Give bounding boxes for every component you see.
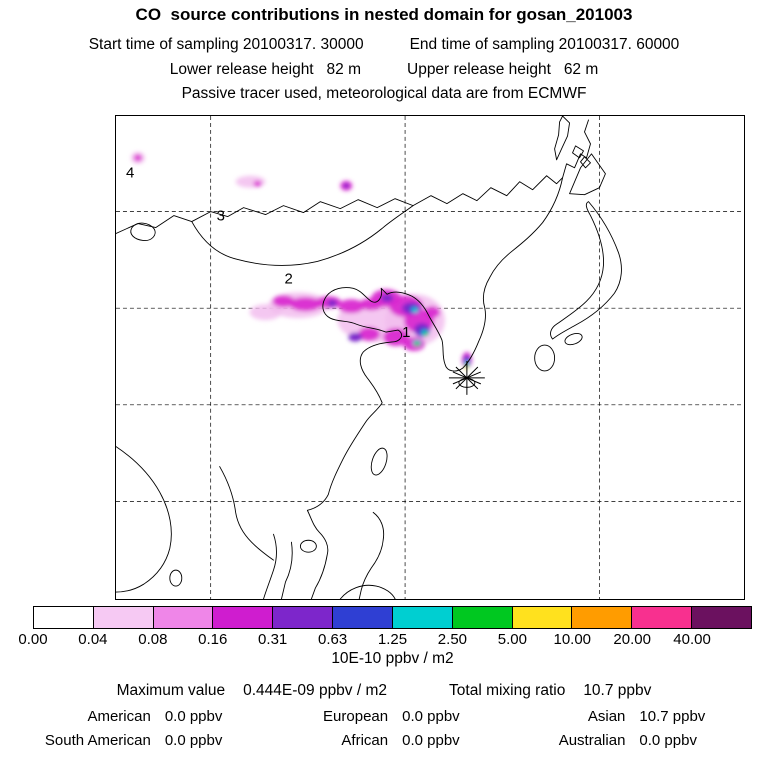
colorbar-segment bbox=[332, 607, 392, 628]
plume-layer bbox=[130, 151, 472, 370]
colorbar-tick-label: 1.25 bbox=[377, 631, 408, 648]
taiwan-island bbox=[370, 447, 388, 476]
colorbar-segment bbox=[511, 607, 572, 628]
small-island-a bbox=[572, 145, 584, 159]
map-cluster-label-2: 2 bbox=[284, 270, 292, 287]
grid-lines bbox=[116, 116, 744, 599]
sampling-end: End time of sampling 20100317. 60000 bbox=[409, 36, 680, 53]
colorbar-segment bbox=[571, 607, 632, 628]
map-cluster-label-1: 1 bbox=[402, 324, 410, 341]
region-cell-australian: Australian 0.0 ppbv bbox=[503, 732, 740, 749]
total-mixing-ratio-label: Total mixing ratio bbox=[449, 682, 566, 699]
region-name: European bbox=[323, 708, 389, 725]
colorbar-segment bbox=[631, 607, 692, 628]
region-value: 0.0 ppbv bbox=[164, 732, 223, 749]
map-panel: 4 3 2 1 bbox=[115, 115, 745, 600]
receptor-star bbox=[448, 360, 485, 395]
colorbar bbox=[33, 606, 752, 629]
colorbar-tick-label: 40.00 bbox=[673, 631, 711, 648]
upper-release-height: Upper release height 62 m bbox=[407, 61, 599, 78]
colorbar-tick-label: 0.63 bbox=[317, 631, 348, 648]
colorbar-tick-label: 10.00 bbox=[553, 631, 592, 648]
hainan-island bbox=[299, 539, 317, 553]
colorbar-segment bbox=[34, 607, 93, 628]
small-island-b bbox=[580, 156, 591, 169]
region-value: 0.0 ppbv bbox=[639, 732, 697, 749]
main-asia-coastline bbox=[306, 177, 564, 599]
maximum-value-label: Maximum value bbox=[116, 682, 226, 699]
region-value: 10.7 ppbv bbox=[639, 708, 706, 725]
region-row-1: American 0.0 ppbv European 0.0 ppbv Asia… bbox=[28, 708, 740, 725]
colorbar-segment bbox=[451, 607, 512, 628]
northern-border-line bbox=[116, 119, 591, 234]
region-cell-european: European 0.0 ppbv bbox=[265, 708, 502, 725]
region-cell-asian: Asian 10.7 ppbv bbox=[503, 708, 740, 725]
colorbar-segment bbox=[212, 607, 273, 628]
region-cell-south-american: South American 0.0 ppbv bbox=[28, 732, 265, 749]
sampling-times-line: Start time of sampling 20100317. 30000 E… bbox=[0, 36, 768, 54]
colorbar-segment bbox=[272, 607, 333, 628]
myanmar-coastline bbox=[219, 466, 274, 561]
region-cell-american: American 0.0 ppbv bbox=[28, 708, 265, 725]
region-cell-african: African 0.0 ppbv bbox=[265, 732, 502, 749]
colorbar-tick-label: 20.00 bbox=[613, 631, 651, 648]
region-name: African bbox=[341, 732, 389, 749]
mongolia-border-line bbox=[191, 205, 414, 266]
maximum-value-pair: Maximum value 0.444E-09 ppbv / m2 bbox=[117, 682, 387, 700]
colorbar-segment bbox=[92, 607, 153, 628]
hokkaido-island bbox=[569, 153, 606, 196]
map-svg: 4 3 2 1 bbox=[116, 116, 744, 599]
sakhalin-island bbox=[554, 116, 571, 161]
map-labels: 4 3 2 1 bbox=[126, 165, 410, 341]
total-mixing-ratio-pair: Total mixing ratio 10.7 ppbv bbox=[449, 682, 651, 700]
coastlines bbox=[116, 116, 622, 599]
honshu-island bbox=[550, 201, 622, 340]
colorbar-tick-label: 2.50 bbox=[437, 631, 468, 648]
region-row-2: South American 0.0 ppbv African 0.0 ppbv… bbox=[28, 732, 740, 749]
lake-outline bbox=[130, 222, 156, 241]
map-cluster-label-3: 3 bbox=[217, 208, 225, 225]
luzon-coastline bbox=[358, 511, 385, 599]
malay-peninsula-west bbox=[263, 533, 277, 599]
release-heights-line: Lower release height 82 m Upper release … bbox=[0, 61, 768, 79]
region-name: South American bbox=[44, 732, 151, 749]
shikoku-island bbox=[564, 333, 583, 346]
summary-line: Maximum value 0.444E-09 ppbv / m2 Total … bbox=[0, 682, 768, 700]
india-coastline bbox=[116, 446, 172, 593]
region-value: 0.0 ppbv bbox=[402, 708, 460, 725]
map-cluster-label-4: 4 bbox=[126, 165, 134, 182]
malay-peninsula-east bbox=[281, 541, 293, 599]
total-mixing-ratio-value: 10.7 ppbv bbox=[583, 682, 652, 699]
maximum-value: 0.444E-09 ppbv / m2 bbox=[243, 682, 388, 699]
tracer-note: Passive tracer used, meteorological data… bbox=[181, 85, 587, 102]
colorbar-tick-label: 0.16 bbox=[198, 631, 228, 648]
colorbar-tick-label: 0.04 bbox=[78, 631, 108, 648]
colorbar-tick-label: 0.08 bbox=[138, 631, 168, 648]
tracer-note-line: Passive tracer used, meteorological data… bbox=[0, 85, 768, 103]
borneo-coastline bbox=[339, 584, 396, 599]
colorbar-segment bbox=[391, 607, 452, 628]
region-name: American bbox=[87, 708, 151, 725]
kyushu-island bbox=[534, 344, 556, 372]
colorbar-segment bbox=[691, 607, 751, 628]
colorbar-tick-label: 0.31 bbox=[258, 631, 288, 648]
figure-title: CO source contributions in nested domain… bbox=[135, 5, 633, 24]
colorbar-ticks: 0.00 0.04 0.08 0.16 0.31 0.63 1.25 2.50 … bbox=[18, 631, 752, 649]
colorbar-tick-label: 5.00 bbox=[497, 631, 527, 648]
region-name: Asian bbox=[587, 708, 626, 725]
region-value: 0.0 ppbv bbox=[402, 732, 460, 749]
colorbar-tick-label: 0.00 bbox=[18, 631, 48, 648]
lower-release-height: Lower release height 82 m bbox=[169, 61, 361, 78]
region-name: Australian bbox=[558, 732, 626, 749]
sri-lanka-island bbox=[169, 569, 183, 587]
region-value: 0.0 ppbv bbox=[164, 708, 223, 725]
colorbar-units: 10E-10 ppbv / m2 bbox=[331, 650, 454, 667]
colorbar-segment bbox=[152, 607, 213, 628]
sampling-start: Start time of sampling 20100317. 30000 bbox=[88, 36, 364, 53]
